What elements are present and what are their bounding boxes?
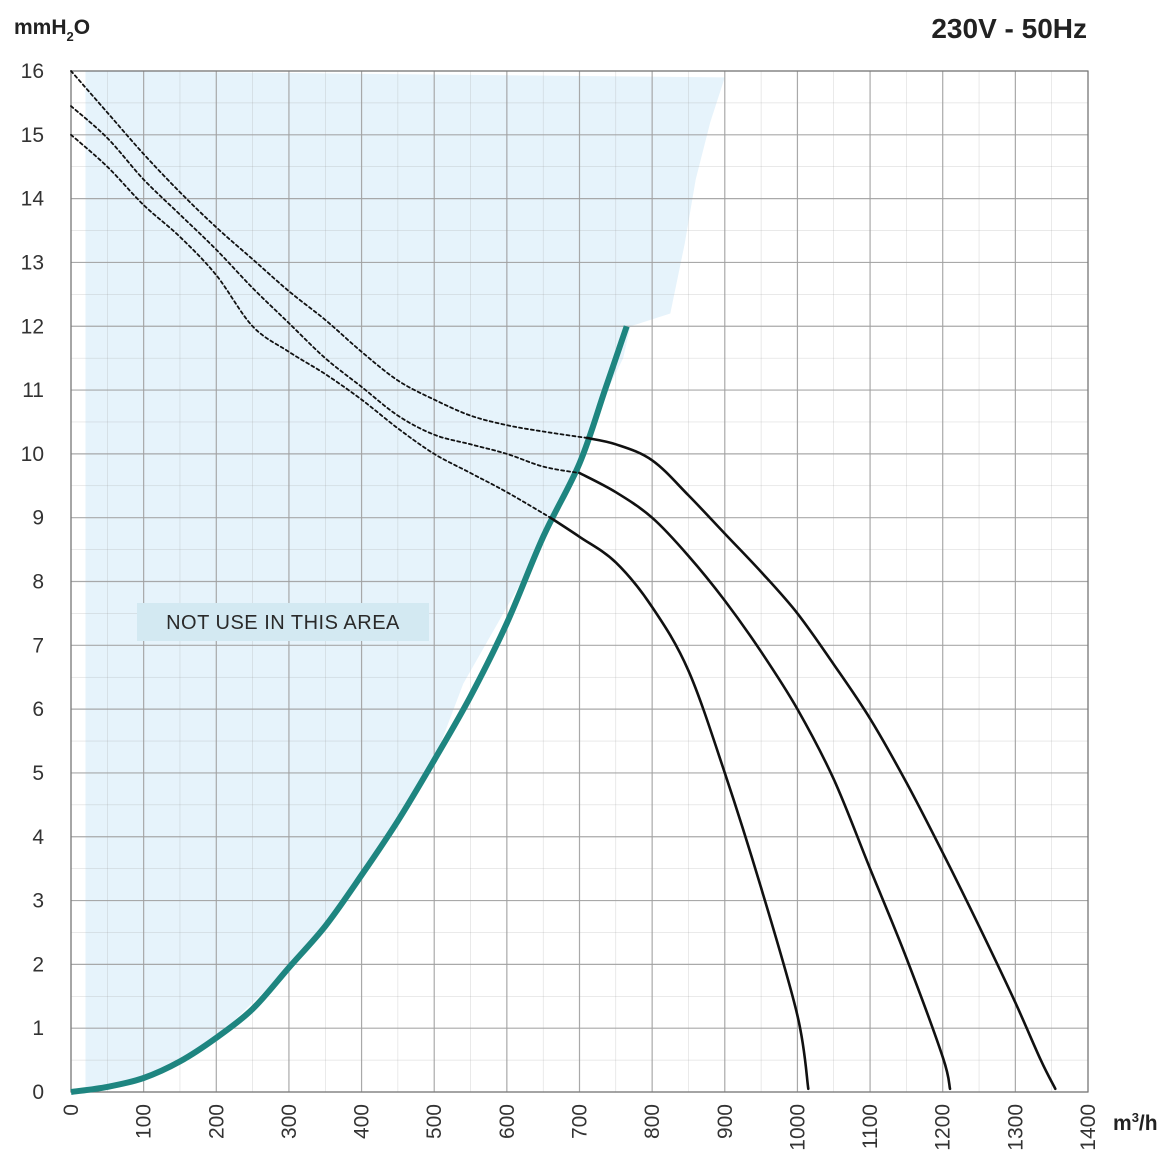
restricted-area-annotation: NOT USE IN THIS AREA [137, 603, 429, 641]
x-tick-label: 1200 [932, 1104, 955, 1151]
x-tick-label: 900 [714, 1104, 737, 1139]
y-tick-label: 12 [21, 315, 44, 338]
y-tick-label: 3 [32, 890, 44, 913]
x-tick-label: 1300 [1004, 1104, 1027, 1151]
y-tick-label: 7 [32, 634, 44, 657]
y-axis-title: mmH2O [14, 16, 90, 44]
y-tick-label: 8 [32, 571, 44, 594]
x-tick-label: 1100 [859, 1104, 882, 1149]
x-tick-label: 300 [278, 1104, 301, 1139]
y-tick-label: 4 [32, 826, 44, 849]
x-tick-label: 700 [569, 1104, 592, 1139]
chart-subtitle: 230V - 50Hz [931, 13, 1087, 44]
y-tick-label: 1 [32, 1017, 44, 1040]
y-tick-label: 6 [32, 698, 44, 721]
series-fan-curve-2-solid [549, 516, 810, 1091]
x-tick-label: 0 [60, 1104, 83, 1116]
annotation-label: NOT USE IN THIS AREA [166, 612, 400, 634]
x-tick-label: 400 [351, 1104, 374, 1139]
y-tick-label: 15 [21, 124, 44, 147]
y-tick-label: 2 [32, 953, 44, 976]
x-tick-label: 500 [423, 1104, 446, 1139]
x-tick-label: 600 [496, 1104, 519, 1139]
series-fan-curve-5-dotted [70, 70, 588, 439]
x-tick-label: 800 [641, 1104, 664, 1139]
plot-frame [70, 70, 1089, 1093]
y-tick-label: 11 [22, 379, 44, 402]
x-axis-unit: m3/h [1113, 1110, 1158, 1135]
y-tick-label: 16 [21, 60, 44, 83]
series-limit-curve [70, 325, 630, 1095]
series-fan-curve-4-solid [578, 471, 952, 1091]
x-tick-label: 200 [205, 1104, 228, 1139]
x-tick-label: 1400 [1077, 1104, 1100, 1151]
x-tick-label: 100 [133, 1104, 156, 1139]
y-tick-label: 9 [32, 507, 44, 530]
series-fan-curve-6-solid [585, 436, 1057, 1091]
y-tick-label: 0 [32, 1081, 44, 1104]
y-tick-label: 14 [21, 188, 45, 211]
y-tick-label: 10 [21, 443, 44, 466]
y-tick-label: 5 [32, 762, 44, 785]
annotation-box [137, 603, 429, 641]
x-tick-label: 1000 [786, 1104, 809, 1151]
series-fan-curve-1-dotted [70, 133, 552, 519]
y-tick-label: 13 [21, 251, 44, 274]
